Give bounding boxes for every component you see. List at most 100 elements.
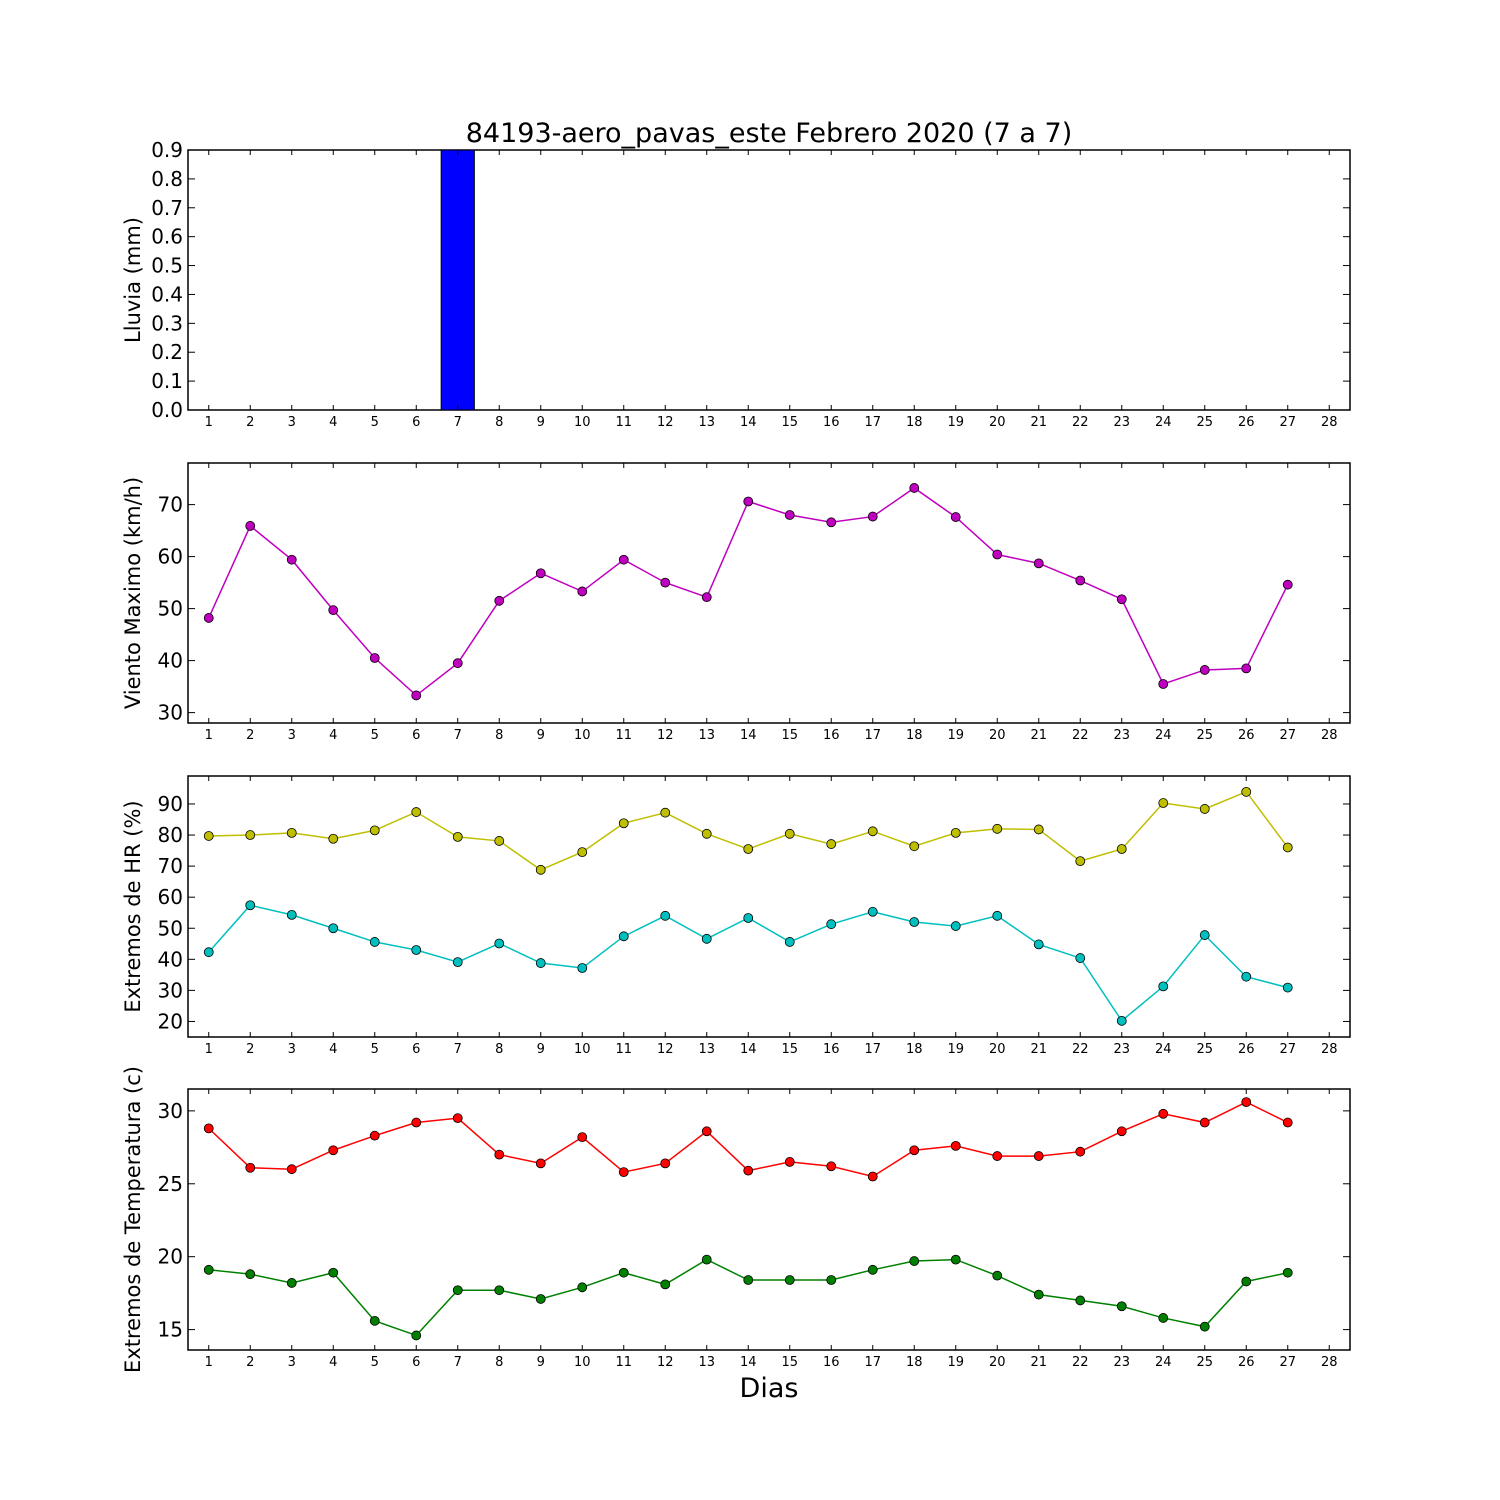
xtick-label: 2	[246, 1355, 254, 1370]
xtick-label: 25	[1196, 728, 1213, 743]
xtick-label: 24	[1155, 415, 1172, 430]
data-point-temperatura-1-day-4	[328, 1145, 339, 1156]
data-point-hr-2-day-25	[1199, 930, 1210, 940]
data-point-temperatura-2-day-21	[1033, 1289, 1044, 1300]
xtick-label: 1	[205, 415, 213, 430]
data-point-hr-2-day-15	[784, 937, 795, 947]
xtick-label: 18	[906, 415, 923, 430]
data-point-temperatura-1-day-25	[1199, 1117, 1210, 1128]
xtick-label: 25	[1196, 1355, 1213, 1370]
data-point-temperatura-1-day-15	[784, 1157, 795, 1167]
xtick-label: 6	[412, 415, 420, 430]
data-point-viento-1-day-3	[286, 554, 297, 565]
xtick-label: 12	[657, 1042, 674, 1057]
xtick-label: 18	[906, 728, 923, 743]
data-point-temperatura-2-day-1	[203, 1264, 214, 1275]
ytick-label: 20	[158, 1245, 183, 1269]
panel-lluvia: 0.00.10.20.30.40.50.60.70.80.91 2 3 4 5 6 7 8 9 1…	[121, 138, 1351, 430]
data-point-viento-1-day-18	[909, 483, 920, 493]
xtick-label: 16	[823, 1355, 840, 1370]
data-point-temperatura-2-day-27	[1282, 1267, 1293, 1278]
ytick-label: 40	[158, 947, 183, 971]
data-point-hr-1-day-24	[1158, 798, 1169, 808]
ytick-label: 0.2	[151, 340, 183, 364]
xtick-label: 6	[412, 728, 420, 743]
xtick-label: 6	[412, 1355, 420, 1370]
data-point-hr-2-day-8	[494, 938, 505, 949]
data-point-viento-1-day-1	[203, 613, 214, 623]
xtick-label: 5	[371, 728, 379, 743]
data-point-viento-1-day-23	[1116, 594, 1127, 605]
xtick-label: 5	[371, 1042, 379, 1057]
data-point-temperatura-2-day-18	[909, 1256, 920, 1266]
xtick-label: 15	[781, 1042, 798, 1057]
data-point-hr-1-day-1	[203, 831, 214, 841]
xtick-label: 14	[740, 1042, 757, 1057]
xtick-label: 27	[1279, 1042, 1296, 1057]
xtick-label: 7	[454, 1355, 462, 1370]
xtick-label: 22	[1072, 1355, 1089, 1370]
x-axis-label: Dias	[740, 1373, 799, 1404]
data-point-hr-2-day-14	[743, 913, 754, 923]
xtick-label: 17	[864, 1042, 881, 1057]
xtick-label: 5	[371, 415, 379, 430]
data-point-hr-2-day-22	[1075, 953, 1086, 963]
xtick-label: 11	[615, 415, 632, 430]
xtick-label: 26	[1238, 728, 1255, 743]
xtick-label: 9	[537, 728, 545, 743]
xtick-label: 24	[1155, 1042, 1172, 1057]
data-point-hr-1-day-18	[909, 841, 920, 852]
data-point-viento-1-day-22	[1075, 575, 1086, 586]
xtick-label: 16	[823, 728, 840, 743]
data-point-hr-1-day-16	[826, 839, 837, 849]
data-point-hr-2-day-19	[950, 921, 961, 931]
xtick-label: 14	[740, 415, 757, 430]
xtick-label: 11	[615, 1355, 632, 1370]
xtick-label: 3	[288, 415, 296, 430]
data-point-viento-1-day-2	[245, 521, 256, 531]
xtick-label: 23	[1113, 1355, 1130, 1370]
data-point-hr-2-day-1	[203, 947, 214, 958]
xtick-label: 24	[1155, 1355, 1172, 1370]
data-point-viento-1-day-12	[660, 577, 671, 588]
data-point-temperatura-1-day-3	[286, 1164, 297, 1175]
xtick-label: 28	[1321, 1355, 1338, 1370]
xtick-label: 9	[537, 415, 545, 430]
data-point-temperatura-1-day-22	[1075, 1146, 1086, 1157]
xtick-label: 11	[615, 1042, 632, 1057]
xtick-label: 22	[1072, 1042, 1089, 1057]
data-point-hr-2-day-26	[1241, 971, 1252, 982]
xtick-label: 7	[454, 1042, 462, 1057]
data-point-hr-2-day-2	[245, 900, 256, 911]
xtick-label: 27	[1279, 415, 1296, 430]
ytick-label: 0.6	[151, 225, 183, 249]
data-point-hr-1-day-27	[1282, 842, 1293, 853]
data-point-temperatura-2-day-3	[286, 1278, 297, 1288]
figure-title: 84193-aero_pavas_este Febrero 2020 (7 a …	[466, 118, 1073, 149]
ytick-label: 25	[158, 1172, 183, 1196]
xtick-label: 12	[657, 728, 674, 743]
data-point-temperatura-1-day-18	[909, 1145, 920, 1156]
xtick-label: 12	[657, 1355, 674, 1370]
data-point-temperatura-1-day-24	[1158, 1108, 1169, 1119]
bar-day-7	[440, 149, 475, 411]
data-point-temperatura-2-day-7	[452, 1285, 463, 1296]
ytick-label: 90	[158, 792, 183, 816]
xtick-label: 28	[1321, 415, 1338, 430]
y-axis-label-viento: Viento Maximo (km/h)	[121, 477, 145, 709]
data-point-hr-2-day-5	[369, 937, 380, 947]
data-point-viento-1-day-4	[328, 605, 339, 616]
data-point-hr-1-day-10	[577, 847, 588, 858]
data-point-temperatura-1-day-5	[369, 1130, 380, 1141]
xtick-label: 19	[947, 728, 964, 743]
data-point-temperatura-2-day-22	[1075, 1295, 1086, 1306]
ytick-label: 0.0	[151, 398, 183, 422]
data-point-viento-1-day-17	[867, 511, 878, 522]
data-point-hr-2-day-21	[1033, 939, 1044, 950]
data-point-viento-1-day-25	[1199, 665, 1210, 675]
data-point-hr-1-day-2	[245, 830, 256, 840]
xtick-label: 20	[989, 415, 1006, 430]
data-point-temperatura-1-day-9	[535, 1158, 546, 1169]
data-point-temperatura-2-day-8	[494, 1285, 505, 1296]
